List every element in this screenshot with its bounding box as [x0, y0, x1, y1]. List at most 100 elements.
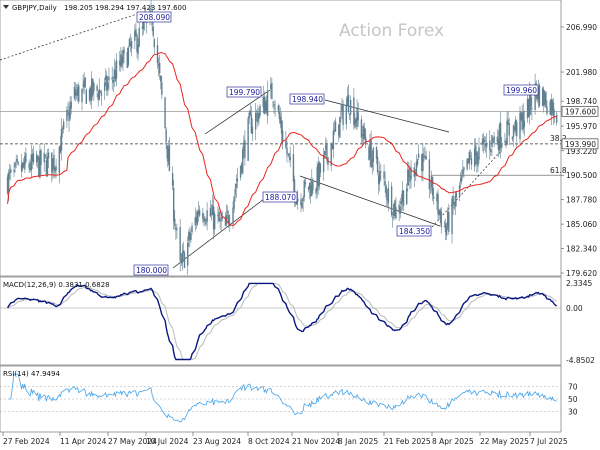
candle-body	[137, 44, 139, 54]
candle-body	[522, 111, 524, 130]
candle-body	[273, 103, 275, 107]
trend-line-dashed-upper	[0, 13, 138, 61]
candle-body	[96, 85, 98, 91]
time-tick-label: 11 Apr 2024	[60, 437, 107, 446]
candle-body	[119, 60, 121, 66]
candle-body	[422, 153, 424, 171]
candle-body	[220, 220, 222, 222]
candle-body	[551, 100, 554, 114]
candle-body	[166, 145, 168, 159]
candle-body	[277, 105, 280, 111]
candle-body	[362, 126, 365, 140]
candle-body	[83, 80, 85, 88]
candle-body	[52, 158, 54, 170]
candle-body	[514, 119, 517, 132]
annotation-label: 208.090	[139, 13, 170, 22]
candle-body	[126, 51, 129, 68]
candle-body	[13, 169, 15, 172]
candle-body	[45, 159, 48, 175]
candle-body	[485, 142, 488, 148]
candle-body	[31, 154, 34, 162]
candle-body	[106, 76, 108, 91]
candle-body	[266, 90, 269, 117]
candle-body	[555, 114, 558, 123]
candle-body	[286, 147, 288, 155]
candle-body	[505, 140, 507, 146]
candle-body	[543, 90, 545, 106]
candle-body	[436, 194, 438, 202]
candle-body	[167, 148, 169, 162]
candle-body	[499, 122, 502, 148]
candle-body	[398, 204, 400, 211]
candle-body	[448, 212, 450, 232]
candle-body	[407, 169, 409, 186]
candle-body	[229, 222, 231, 224]
candle-body	[108, 76, 110, 81]
candle-body	[432, 196, 435, 199]
marker-price-label-box	[561, 138, 599, 150]
candle-body	[187, 243, 189, 266]
candle-body	[242, 149, 244, 174]
candle-body	[236, 178, 239, 182]
candle-body	[61, 128, 64, 130]
macd-line	[6, 282, 558, 361]
candle-body	[150, 5, 152, 7]
candle-body	[153, 39, 155, 48]
candle-body	[425, 156, 427, 160]
candle-body	[88, 89, 91, 101]
candle-body	[324, 150, 326, 155]
candle-body	[152, 26, 154, 36]
candle-body	[256, 111, 258, 113]
candle-body	[531, 107, 533, 110]
candle-body	[130, 40, 133, 49]
candle-body	[244, 139, 246, 158]
candle-body	[466, 158, 468, 170]
candle-body	[452, 195, 454, 206]
candle-body	[415, 161, 418, 176]
annotation-box	[136, 11, 172, 23]
candle-body	[455, 192, 458, 198]
candle-body	[357, 112, 359, 121]
candle-body	[165, 129, 167, 143]
candle-body	[198, 209, 201, 216]
candle-body	[32, 153, 35, 163]
candle-body	[443, 226, 446, 228]
candle-body	[250, 114, 253, 134]
candle-body	[317, 164, 319, 187]
candle-body	[243, 142, 245, 151]
candle-body	[141, 26, 144, 29]
time-tick-label: 10 Jul 2024	[146, 437, 189, 446]
current-price-label: 197.600	[565, 107, 596, 116]
candle-body	[527, 99, 530, 118]
candle-body	[82, 84, 84, 86]
candle-body	[239, 165, 242, 178]
price-tick-label: 185.060	[566, 220, 597, 229]
candle-body	[453, 207, 455, 209]
candle-body	[271, 83, 273, 100]
candle-body	[340, 113, 342, 115]
candle-body	[473, 148, 476, 167]
candle-body	[375, 147, 378, 159]
candle-body	[194, 217, 196, 226]
candle-body	[545, 92, 547, 108]
candle-body	[386, 198, 389, 200]
price-tick-label: 201.980	[566, 68, 597, 77]
candle-body	[161, 81, 163, 95]
price-tick-label: 190.500	[566, 171, 597, 180]
candle-body	[122, 50, 124, 64]
time-tick-label: 8 Jan 2025	[338, 437, 378, 446]
candle-body	[211, 205, 214, 216]
candle-body	[406, 188, 408, 205]
candle-body	[278, 111, 281, 120]
candle-body	[251, 126, 254, 134]
candle-body	[390, 186, 393, 216]
rsi-title: RSI(14) 47.9494	[3, 370, 60, 378]
candle-body	[469, 155, 472, 158]
annotation-box	[396, 225, 432, 237]
candle-body	[7, 172, 10, 193]
candle-body	[24, 155, 26, 170]
price-tick-label: 195.970	[566, 122, 597, 131]
candle-body	[428, 159, 431, 190]
candle-body	[233, 196, 235, 209]
dropdown-icon[interactable]	[3, 5, 9, 9]
